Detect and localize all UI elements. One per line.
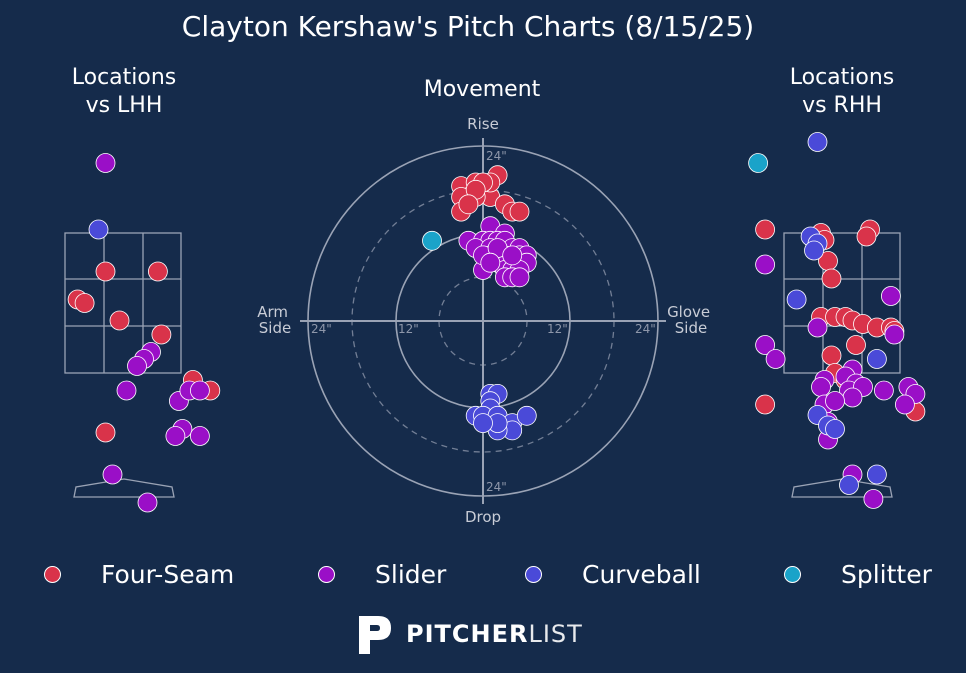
legend: Four-Seam Slider Curveball Splitter [0,556,966,592]
legend-item-slider: Slider [318,556,446,592]
lhh-slider-point [127,356,147,376]
rhh-four-seam-point [821,345,842,366]
movement-four-seam-point [458,194,479,215]
lhh-four-seam-point [95,261,116,282]
four-seam-dot-icon [44,565,61,583]
rhh-four-seam-point [755,219,775,240]
arm-side-line: Side [259,319,291,337]
logo-wordmark: PITCHERLIST [406,620,583,648]
legend-label: Slider [375,559,447,589]
rise-label: Rise [467,115,499,133]
logo-bold-text: PITCHER [406,620,529,648]
lhh-four-seam-point [74,293,95,313]
ring-24-bottom-label: 24" [486,480,507,494]
arm-side-line: Arm [257,303,288,321]
movement-splitter-point [422,230,442,251]
legend-label: Curveball [582,559,701,589]
rhh-panel-title: Locations vs RHH [789,65,895,118]
lhh-slider-point [165,426,186,446]
lhh-slider-point [189,380,210,401]
rhh-four-seam-point [846,335,866,355]
ring-24-right-label: 24" [635,322,656,336]
lhh-home-plate [73,478,175,498]
slider-dot-icon [318,565,335,583]
rhh-curveball-point [839,475,859,495]
lhh-four-seam-point [151,324,172,345]
rhh-slider-point [884,324,905,345]
legend-label: Four-Seam [101,559,235,589]
movement-curveball-point [516,405,537,426]
splitter-dot-icon [784,565,801,583]
rhh-points [748,132,926,509]
rhh-curveball-point [867,464,887,485]
legend-item-four-seam: Four-Seam [44,556,234,592]
chart-title: Clayton Kershaw's Pitch Charts (8/15/25) [181,10,755,43]
lhh-slider-point [189,426,210,446]
movement-slider-point [502,245,523,266]
rhh-slider-point [842,387,863,408]
rhh-slider-point [811,377,831,397]
lhh-panel-title: Locations vs LHH [71,65,177,118]
rhh-curveball-point [867,349,887,369]
pitcherlist-p-icon [359,616,391,654]
rhh-slider-point [765,349,786,369]
rhh-slider-point [825,391,845,411]
rhh-four-seam-point [821,268,842,289]
ring-24-left-label: 24" [311,322,332,336]
rhh-curveball-point [807,132,828,152]
rhh-slider-point [881,286,901,306]
logo-light-text: LIST [528,620,583,648]
movement-slider-point [509,267,530,288]
rhh-slider-point [874,380,894,401]
movement-four-seam-point [509,201,530,222]
lhh-curveball-point [88,219,109,240]
rhh-slider-point [755,254,775,275]
arm-side-label: Arm Side [257,303,293,337]
lhh-four-seam-point [147,261,168,282]
lhh-slider-point [116,380,137,401]
rhh-curveball-point [825,419,845,439]
rhh-four-seam-point [755,394,775,415]
pitcherlist-logo: PITCHERLIST [356,612,583,656]
lhh-slider-point [95,153,116,173]
movement-panel-title: Movement [423,77,541,102]
legend-label: Splitter [841,559,932,589]
curveball-dot-icon [525,565,542,583]
lhh-slider-point [137,492,158,513]
rhh-slider-point [807,317,828,338]
lhh-points [67,153,221,513]
lhh-four-seam-point [95,422,116,443]
rhh-curveball-point [804,240,824,261]
movement-curveball-point [473,413,493,434]
movement-points [422,165,537,441]
ring-12-right-label: 12" [547,322,568,336]
legend-item-splitter: Splitter [784,556,932,592]
ring-24-top-label: 24" [486,149,507,163]
glove-side-line: Glove [667,303,710,321]
lhh-four-seam-point [109,310,130,331]
movement-slider-point [480,252,501,273]
glove-side-line: Side [675,319,707,337]
rhh-splitter-point [748,153,768,173]
legend-item-curveball: Curveball [525,556,701,592]
ring-12-left-label: 12" [398,322,419,336]
rhh-slider-point [863,489,884,509]
rhh-slider-point [895,394,915,415]
drop-label: Drop [465,508,501,526]
lhh-slider-point [102,464,123,485]
movement-axis-labels: Rise Drop Arm Side Glove Side 24" 24" 24… [257,115,715,526]
rhh-curveball-point [786,289,807,310]
glove-side-label: Glove Side [667,303,715,337]
rhh-four-seam-point [856,226,877,247]
rhh-slider-point [755,335,775,355]
